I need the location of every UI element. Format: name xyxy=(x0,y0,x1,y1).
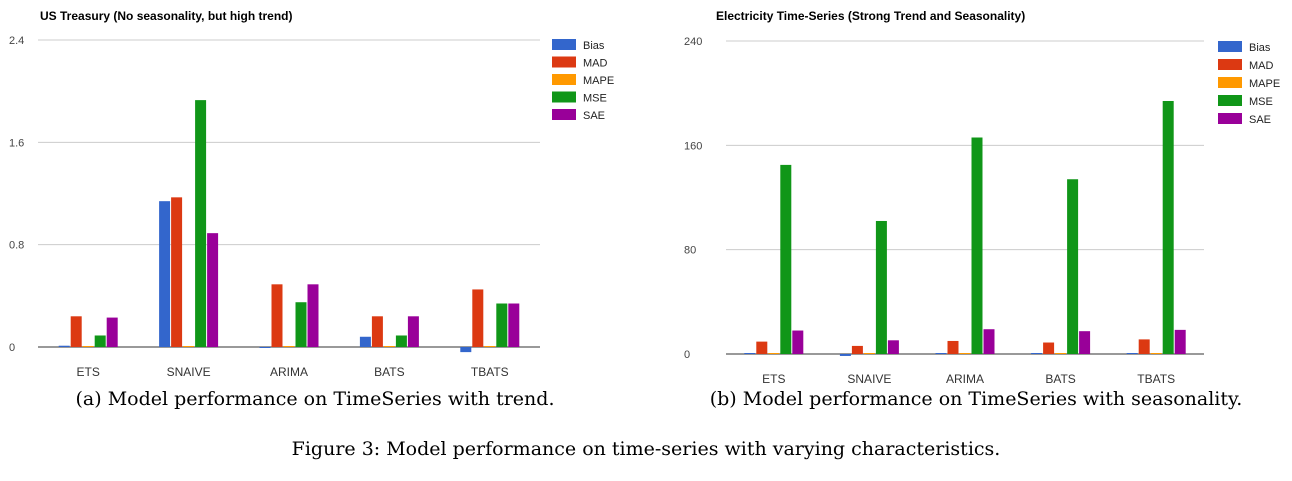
bar-mse-arima xyxy=(295,302,307,347)
bar-mad-ets xyxy=(70,316,82,347)
y-tick-label: 0.8 xyxy=(9,240,24,252)
y-tick-label: 160 xyxy=(684,140,702,152)
bar-bias-snaive xyxy=(839,354,851,356)
bar-mse-snaive xyxy=(195,100,207,347)
chart-title: US Treasury (No seasonality, but high tr… xyxy=(40,9,293,23)
bar-bias-tbats xyxy=(460,347,472,353)
bar-mape-ets xyxy=(768,353,780,354)
x-category-label: ETS xyxy=(77,365,100,379)
legend-swatch-mape xyxy=(1218,77,1242,88)
x-category-label: BATS xyxy=(374,365,404,379)
legend-swatch-mape xyxy=(552,74,576,85)
bar-bias-snaive xyxy=(159,201,171,347)
bar-mse-ets xyxy=(94,335,106,347)
legend-swatch-mad xyxy=(552,56,576,68)
bar-mape-snaive xyxy=(863,353,875,354)
figure-caption: Figure 3: Model performance on time-seri… xyxy=(291,438,1001,460)
bar-bias-arima xyxy=(935,353,947,354)
y-tick-label: 240 xyxy=(684,36,702,48)
y-tick-label: 1.6 xyxy=(9,137,24,149)
bar-bias-arima xyxy=(259,347,271,348)
legend-label: SAE xyxy=(1249,114,1271,126)
bar-mse-arima xyxy=(971,137,983,354)
bar-sae-tbats xyxy=(1174,329,1186,354)
bar-mad-tbats xyxy=(1138,339,1150,354)
x-category-label: ARIMA xyxy=(946,372,984,385)
bar-mape-bats xyxy=(1055,353,1067,354)
bar-mse-bats xyxy=(1067,179,1079,354)
y-tick-label: 0 xyxy=(684,349,690,361)
legend-label: MAPE xyxy=(1249,78,1280,90)
y-tick-label: 2.4 xyxy=(9,35,24,47)
bar-mape-arima xyxy=(283,346,295,347)
legend-swatch-mad xyxy=(1218,59,1242,70)
bar-sae-arima xyxy=(983,329,995,354)
x-category-label: TBATS xyxy=(1137,372,1175,385)
legend-label: MAD xyxy=(1249,60,1274,72)
legend-label: MSE xyxy=(1249,96,1273,108)
bar-sae-ets xyxy=(106,317,118,347)
bar-bias-tbats xyxy=(1126,353,1138,354)
chart-electricity: Electricity Time-Series (Strong Trend an… xyxy=(684,9,1280,385)
legend-swatch-mse xyxy=(1218,95,1242,106)
bar-bias-ets xyxy=(744,353,756,354)
legend-label: SAE xyxy=(583,110,605,122)
chart-us-treasury: US Treasury (No seasonality, but high tr… xyxy=(9,9,614,379)
bar-mse-snaive xyxy=(875,220,887,354)
legend-label: MAPE xyxy=(583,75,614,87)
x-category-label: ETS xyxy=(762,372,785,385)
legend-label: MAD xyxy=(583,58,608,70)
bar-mse-tbats xyxy=(1162,100,1174,354)
bar-bias-ets xyxy=(58,345,70,347)
bar-sae-ets xyxy=(792,330,804,354)
subcaption-a: (a) Model performance on TimeSeries with… xyxy=(75,388,555,410)
bar-sae-snaive xyxy=(887,340,899,354)
y-tick-label: 80 xyxy=(684,245,696,257)
bar-mad-bats xyxy=(1043,342,1055,354)
y-tick-label: 0 xyxy=(9,342,15,354)
legend-label: Bias xyxy=(583,40,605,52)
bar-mad-ets xyxy=(756,341,768,354)
subcaption-b: (b) Model performance on TimeSeries with… xyxy=(709,388,1243,410)
chart-title: Electricity Time-Series (Strong Trend an… xyxy=(716,9,1025,23)
bar-mse-ets xyxy=(780,164,792,354)
bar-sae-snaive xyxy=(207,233,219,347)
bar-sae-bats xyxy=(407,316,419,347)
bar-sae-bats xyxy=(1079,331,1091,354)
bar-mape-ets xyxy=(82,346,94,347)
bar-mad-arima xyxy=(271,284,283,347)
bar-mad-tbats xyxy=(472,289,484,347)
bar-bias-bats xyxy=(359,336,371,347)
legend-label: MSE xyxy=(583,93,607,105)
legend-swatch-sae xyxy=(552,109,576,120)
legend-swatch-bias xyxy=(1218,41,1242,52)
bar-mse-bats xyxy=(395,335,407,347)
bar-mape-arima xyxy=(959,353,971,354)
legend-swatch-sae xyxy=(1218,113,1242,124)
bar-mad-bats xyxy=(371,316,383,347)
x-category-label: SNAIVE xyxy=(847,372,891,385)
bar-mad-arima xyxy=(947,340,959,354)
bar-mse-tbats xyxy=(496,303,508,347)
x-category-label: TBATS xyxy=(471,365,509,379)
x-category-label: BATS xyxy=(1045,372,1075,385)
x-category-label: SNAIVE xyxy=(167,365,211,379)
legend-swatch-mse xyxy=(552,91,576,103)
legend-label: Bias xyxy=(1249,42,1271,54)
bar-mape-tbats xyxy=(1150,353,1162,354)
x-category-label: ARIMA xyxy=(270,365,308,379)
bar-mape-snaive xyxy=(183,346,195,347)
bar-mad-snaive xyxy=(171,197,183,347)
bar-mad-snaive xyxy=(851,345,863,354)
bar-sae-arima xyxy=(307,284,319,347)
bar-mape-tbats xyxy=(484,346,496,347)
bar-bias-bats xyxy=(1031,353,1043,354)
bar-sae-tbats xyxy=(508,303,520,347)
bar-mape-bats xyxy=(383,346,395,347)
legend-swatch-bias xyxy=(552,39,576,50)
